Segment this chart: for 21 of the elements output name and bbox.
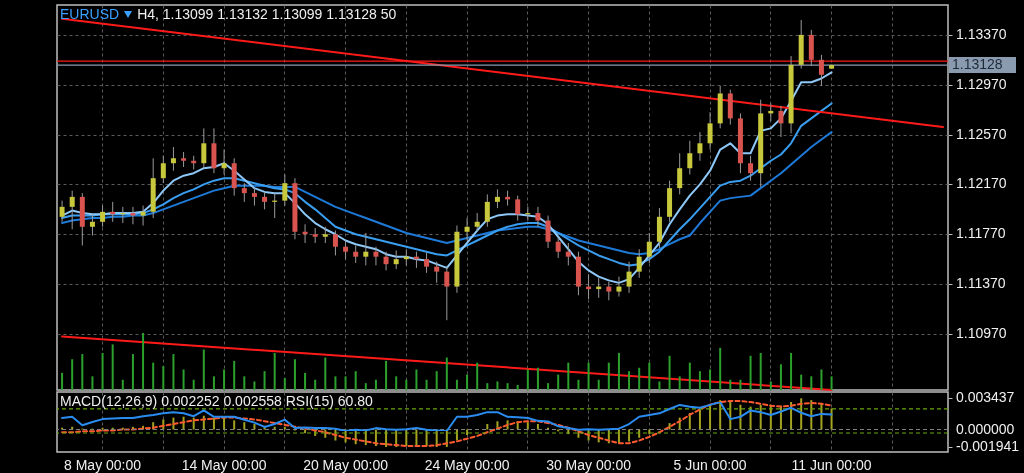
- ref-line-label: 1.13128: [952, 56, 1003, 73]
- x-tick-label: 8 May 00:00: [64, 456, 142, 473]
- x-tick-label: 14 May 00:00: [181, 456, 267, 473]
- chart-title: EURUSD: [60, 6, 120, 22]
- x-tick-label: 5 Jun 00:00: [673, 456, 747, 473]
- chart-subtitle: H4, 1.13099 1.13132 1.13099 1.13128 50: [137, 6, 397, 22]
- x-tick-label: 30 May 00:00: [546, 456, 632, 473]
- x-tick-label: 20 May 00:00: [303, 456, 389, 473]
- y-tick-label: 1.12570: [956, 125, 1007, 142]
- y-tick-label: 1.10970: [956, 324, 1007, 341]
- y-tick-label: -0.001941: [956, 438, 1020, 455]
- x-tick-label: 11 Jun 00:00: [791, 456, 872, 473]
- y-tick-label: 1.11770: [956, 225, 1006, 242]
- y-tick-label: 0.000000: [956, 420, 1015, 437]
- y-tick-label: 1.12970: [956, 75, 1007, 92]
- x-tick-label: 24 May 00:00: [424, 456, 510, 473]
- chart-title: MACD(12,26,9) 0.002252 0.002558 RSI(15) 60.80: [60, 393, 373, 409]
- y-tick-label: 0.003437: [956, 388, 1015, 405]
- y-tick-label: 1.11370: [956, 275, 1006, 292]
- y-tick-label: 1.13370: [956, 25, 1007, 42]
- y-tick-label: 1.12170: [956, 175, 1007, 192]
